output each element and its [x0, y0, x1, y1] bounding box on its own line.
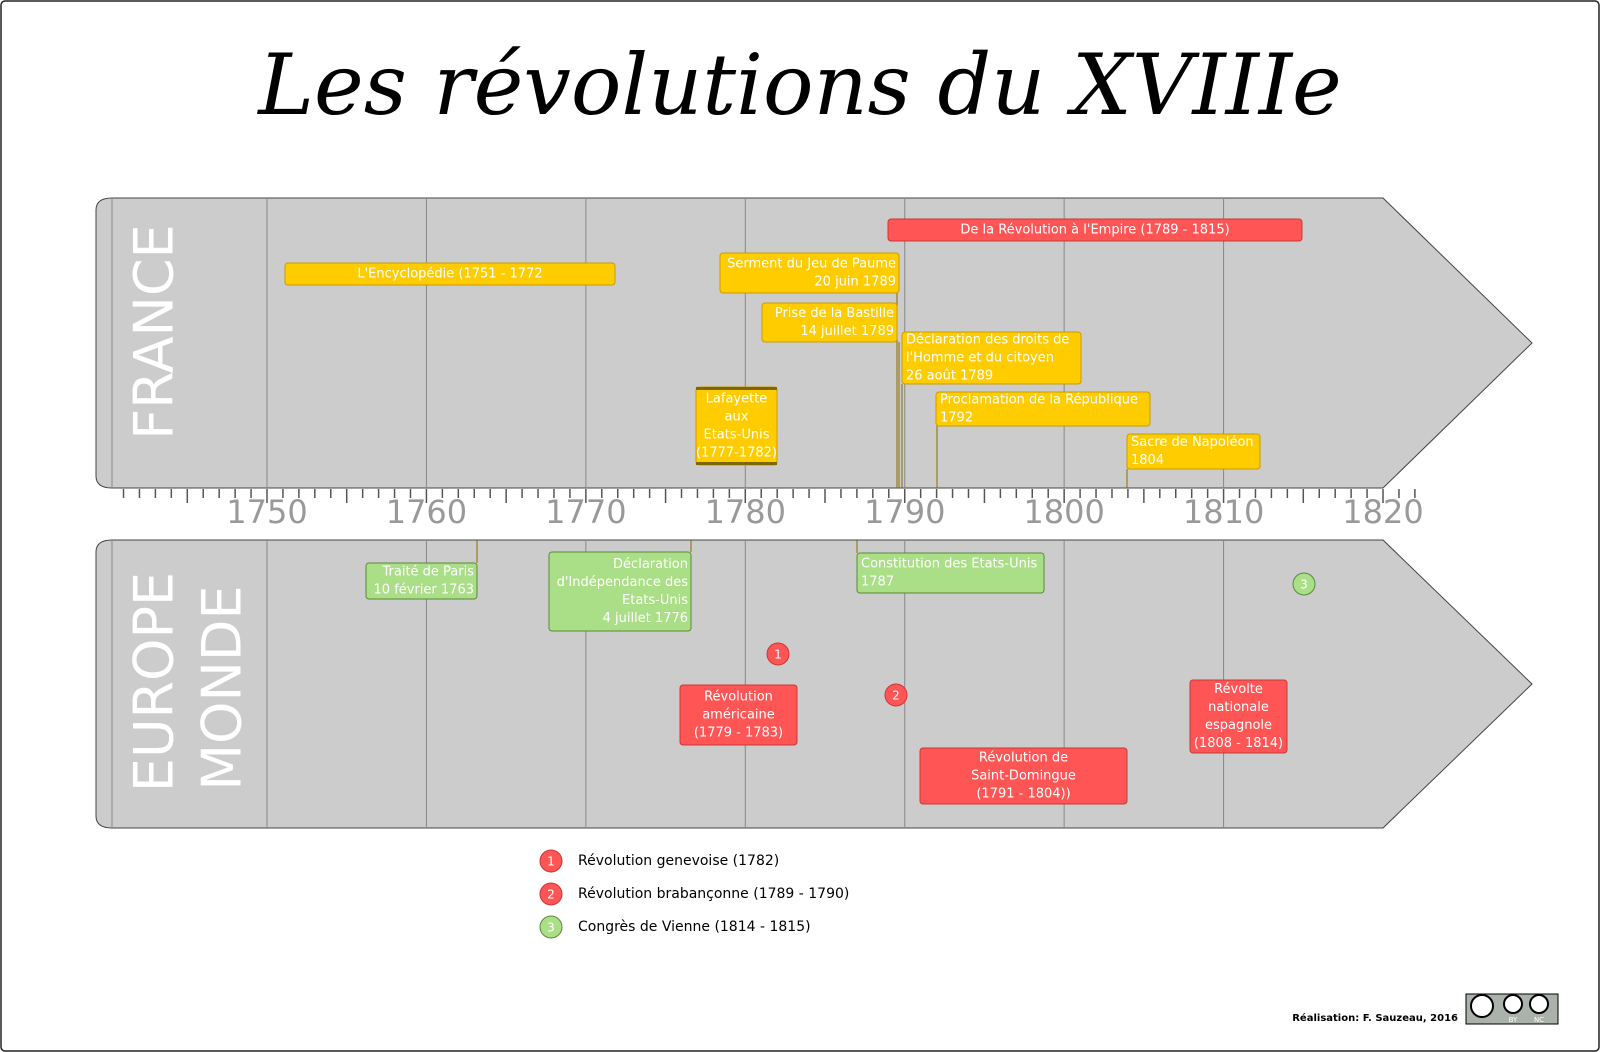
- event-text: Serment du Jeu de Paume: [727, 257, 896, 272]
- axis-label: 1780: [705, 493, 786, 531]
- credit: Réalisation: F. Sauzeau, 2016: [1292, 1012, 1458, 1024]
- marker-label: 3: [1300, 578, 1308, 592]
- content: 1750 1760 1770 1780 1790 1800 1810 1820 De la Ré…: [122, 198, 1424, 939]
- legend-marker: [539, 915, 563, 939]
- marker-label: 1: [774, 648, 782, 662]
- marker-label: 2: [892, 689, 900, 703]
- axis-label: 1770: [545, 493, 626, 531]
- france-label: FRANCE: [123, 224, 186, 440]
- event-box: [719, 252, 900, 294]
- event-text: 10 février 1763: [374, 583, 474, 598]
- legend-text: Congrès de Vienne (1814 - 1815): [578, 919, 811, 935]
- marker: [766, 642, 790, 666]
- event-text: 20 juin 1789: [814, 275, 896, 290]
- event-box: [901, 331, 1082, 385]
- event-box: [935, 391, 1151, 427]
- monde-label: MONDE: [191, 585, 254, 790]
- legend-text: Révolution brabançonne (1789 - 1790): [578, 886, 849, 902]
- axis-label: 1750: [226, 493, 307, 531]
- axis-label: 1810: [1183, 493, 1264, 531]
- axis-label: 1800: [1023, 493, 1104, 531]
- event-text: (1791 - 1804)): [976, 787, 1070, 802]
- event-text: Déclaration des droits de: [906, 333, 1069, 348]
- event-box: [284, 262, 616, 286]
- axis-label: 1820: [1342, 493, 1423, 531]
- license-nc: NC: [1534, 1016, 1544, 1024]
- event-text: Sacre de Napoléon: [1131, 435, 1254, 450]
- event-text: Proclamation de la République: [940, 393, 1138, 408]
- axis-label: 1760: [386, 493, 467, 531]
- legend-marker: [539, 882, 563, 906]
- event-text: 1792: [940, 411, 973, 426]
- event-text: De la Révolution à l'Empire (1789 - 1815…: [960, 223, 1229, 238]
- event-text: (1808 - 1814): [1194, 736, 1283, 751]
- event-text: 1804: [1131, 453, 1164, 468]
- event-text: Révolte: [1214, 682, 1263, 697]
- by-icon: [1503, 994, 1523, 1014]
- event-text: Prise de la Bastille: [775, 306, 894, 321]
- event-border: [696, 387, 777, 390]
- event-text: Etats-Unis: [704, 428, 770, 443]
- event-text: d'Indépendance des: [557, 575, 689, 590]
- event-text: (1779 - 1783): [694, 726, 783, 741]
- event-text: Traité de Paris: [381, 565, 474, 580]
- event-box: [1189, 679, 1288, 754]
- event-box: [679, 684, 798, 746]
- event-box: [365, 562, 478, 600]
- marker: [884, 683, 908, 707]
- europe-label: EUROPE: [123, 572, 186, 792]
- event-box: [1126, 433, 1261, 470]
- legend-number: 1: [547, 855, 555, 869]
- event-text: (1777-1782): [696, 446, 777, 461]
- title: Les révolutions du XVIIIe: [256, 36, 1342, 134]
- event-text: espagnole: [1205, 718, 1272, 733]
- event-border: [696, 462, 777, 465]
- event-text: Révolution de: [979, 751, 1068, 766]
- france-band: [95, 197, 1533, 489]
- license-by: BY: [1509, 1016, 1518, 1024]
- legend-text: Révolution genevoise (1782): [578, 853, 779, 869]
- event-text: Constitution des Etats-Unis: [861, 557, 1037, 572]
- legend-marker: [539, 849, 563, 873]
- event-text: Déclaration: [613, 557, 688, 572]
- event-text: l'Homme et du citoyen: [906, 351, 1054, 366]
- event-text: Saint-Domingue: [971, 769, 1076, 784]
- event-text: américaine: [702, 708, 775, 723]
- event-text: 14 juillet 1789: [800, 324, 894, 339]
- nc-icon: [1529, 994, 1549, 1014]
- event-text: Etats-Unis: [622, 593, 688, 608]
- legend-number: 3: [547, 921, 555, 935]
- event-box: [761, 302, 898, 343]
- event-text: Révolution: [704, 690, 773, 705]
- event-text: L'Encyclopédie (1751 - 1772: [357, 267, 542, 282]
- event-text: aux: [725, 410, 749, 425]
- event-text: 4 juillet 1776: [603, 611, 688, 626]
- cc-icon: [1470, 994, 1494, 1018]
- event-box: [887, 218, 1303, 242]
- legend-number: 2: [547, 888, 555, 902]
- event-text: nationale: [1208, 700, 1269, 715]
- event-text: 1787: [861, 575, 894, 590]
- axis-label: 1790: [864, 493, 945, 531]
- event-box: [919, 747, 1128, 805]
- event-box: [856, 552, 1045, 594]
- event-text: 26 août 1789: [906, 369, 993, 384]
- marker: [1292, 572, 1316, 596]
- monde-band: [95, 539, 1533, 829]
- event-box: [548, 551, 692, 632]
- event-text: Lafayette: [706, 392, 768, 407]
